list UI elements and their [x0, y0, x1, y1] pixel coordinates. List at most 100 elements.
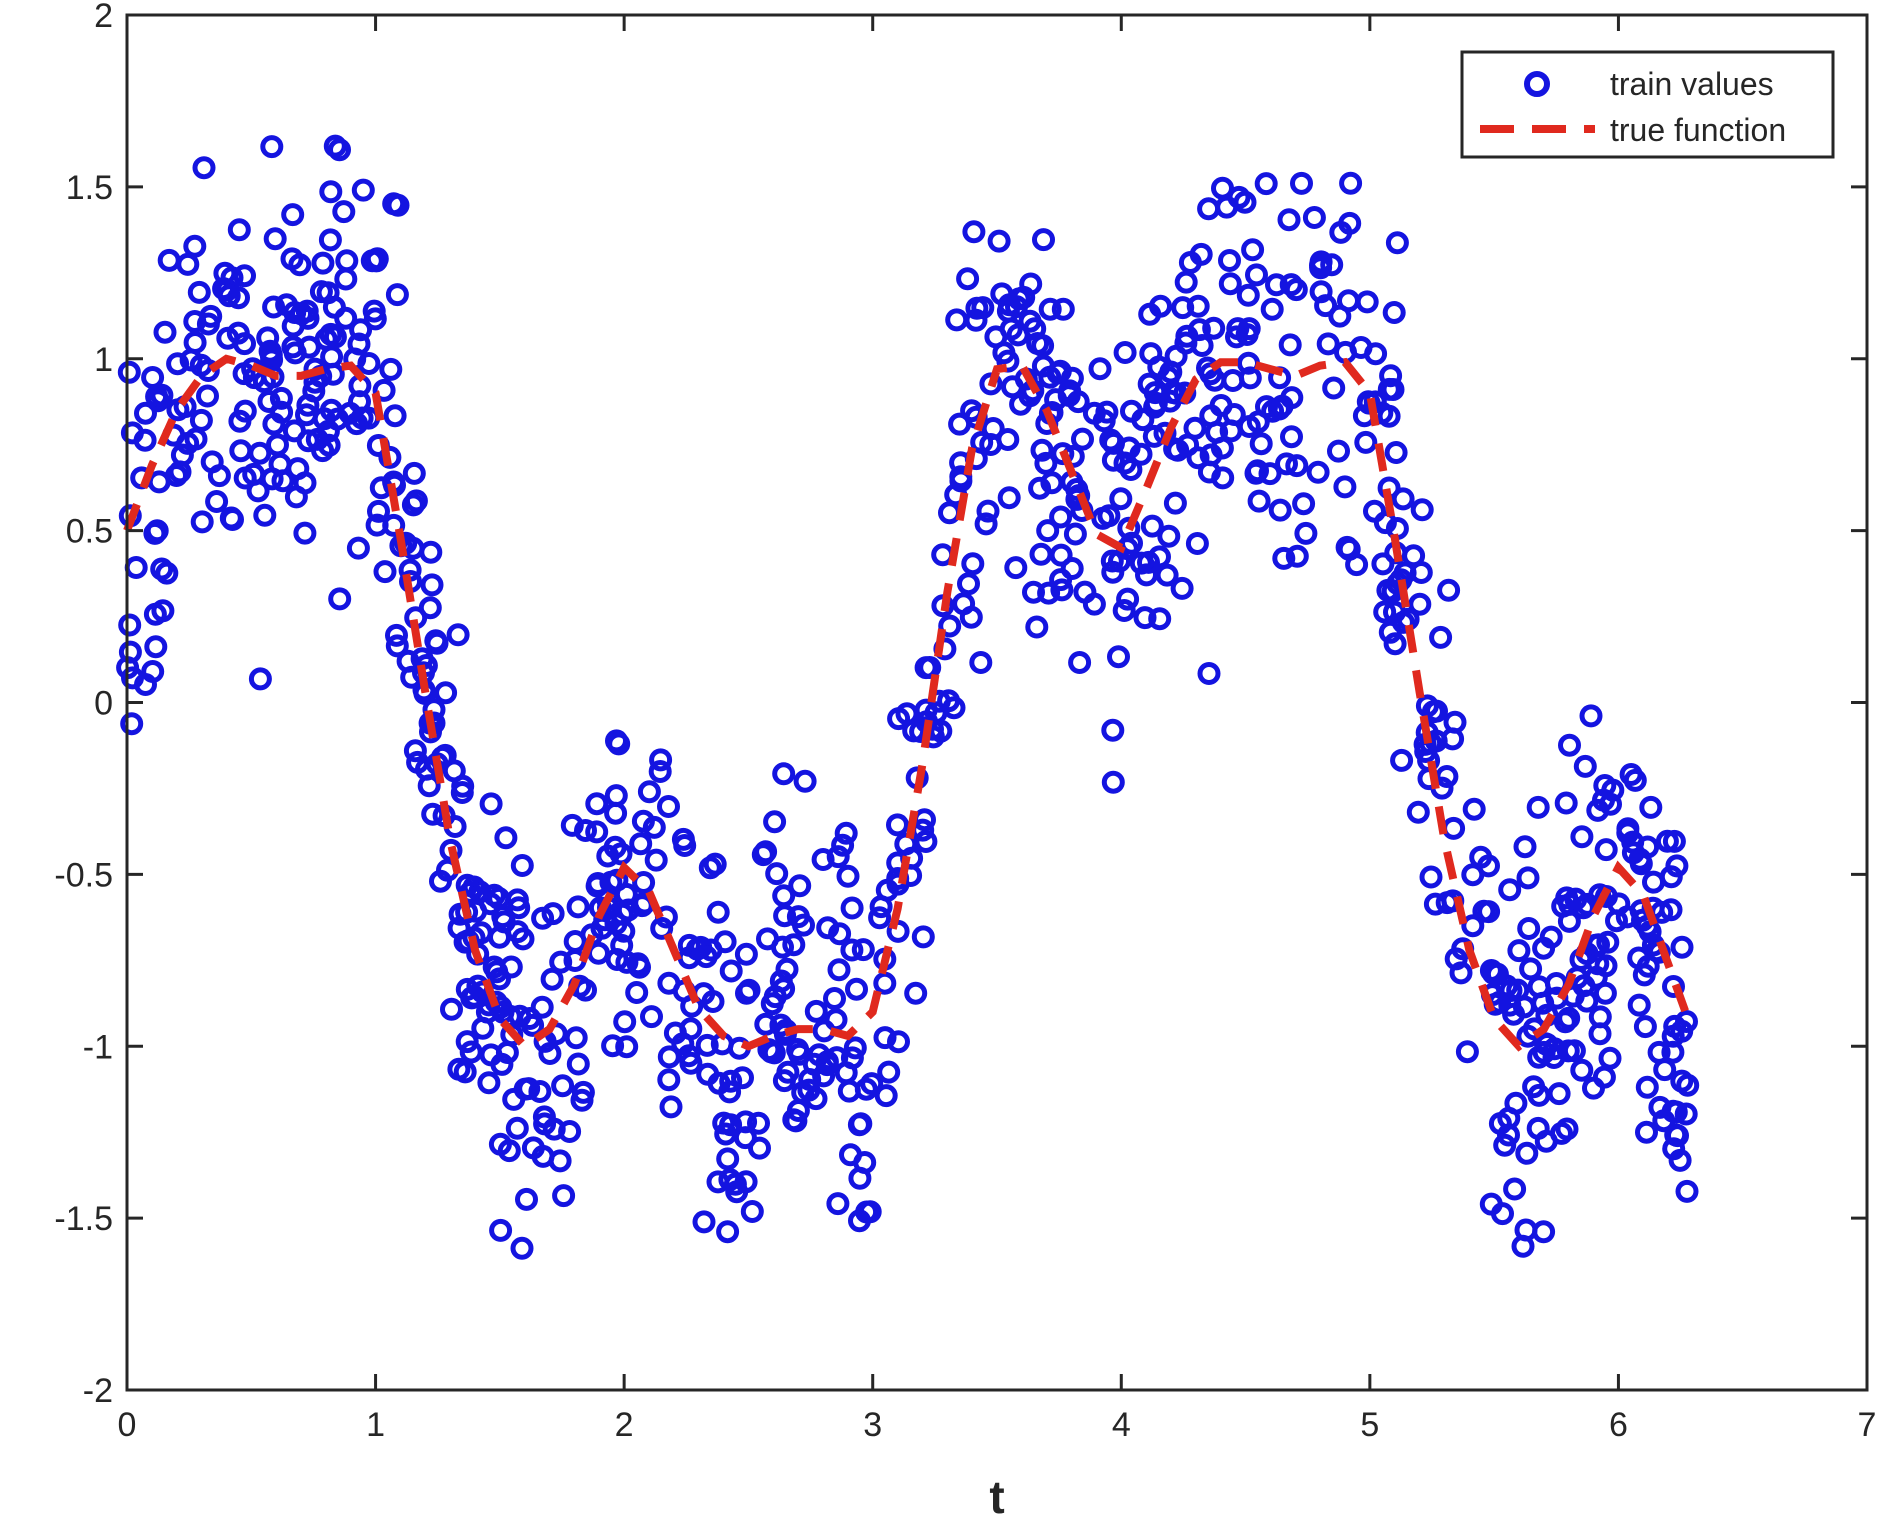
train-point [1051, 297, 1075, 321]
train-point [887, 707, 911, 731]
train-point [564, 1026, 588, 1050]
train-point [613, 1010, 637, 1034]
x-tick-label: 3 [863, 1406, 882, 1444]
train-point [964, 308, 988, 332]
train-point [1429, 625, 1453, 649]
train-point [712, 1111, 736, 1135]
train-point [1373, 600, 1397, 624]
train-point [716, 1147, 740, 1171]
train-point [1116, 587, 1140, 611]
train-point [962, 220, 986, 244]
train-point [1185, 532, 1209, 555]
train-point [974, 512, 998, 536]
train-point [834, 821, 858, 845]
train-point [121, 666, 144, 690]
train-point [996, 428, 1020, 451]
y-tick-label: 1 [94, 341, 113, 379]
train-point [434, 681, 458, 705]
train-point [938, 614, 962, 638]
train-point [505, 1116, 529, 1140]
train-point [692, 1210, 716, 1234]
train-point [1557, 1006, 1581, 1030]
train-point [1550, 1121, 1573, 1145]
train-point [1284, 278, 1308, 302]
train-point [1322, 376, 1346, 400]
train-point [860, 1072, 884, 1096]
train-point [614, 882, 638, 906]
train-point [1107, 645, 1130, 669]
train-point [1661, 1040, 1685, 1064]
train-point [404, 489, 428, 513]
train-point [1410, 498, 1434, 522]
train-point [506, 920, 530, 944]
train-point [134, 401, 157, 425]
train-point [887, 1030, 910, 1054]
train-point [1327, 439, 1350, 463]
train-point [406, 750, 430, 774]
train-point [1155, 563, 1179, 587]
train-point [1249, 432, 1273, 456]
train-point [1601, 778, 1625, 802]
train-point [679, 1051, 703, 1075]
train-point [379, 357, 403, 381]
train-point [540, 967, 564, 991]
train-point [840, 896, 864, 920]
train-point [1219, 419, 1243, 443]
train-point [853, 1151, 877, 1174]
train-point [1120, 399, 1143, 423]
train-point [1050, 578, 1074, 602]
train-point [1379, 364, 1403, 388]
train-point [610, 933, 634, 957]
train-point [979, 372, 1003, 396]
train-point [347, 332, 371, 356]
train-point [1676, 1073, 1700, 1097]
train-point [601, 1034, 625, 1058]
train-point [825, 1046, 849, 1070]
train-point [141, 366, 165, 389]
train-point [632, 871, 656, 894]
train-point [1675, 1010, 1698, 1033]
train-point [455, 1030, 479, 1054]
train-point [1584, 965, 1608, 989]
train-point [585, 792, 609, 816]
train-point [262, 295, 286, 319]
train-point [628, 955, 651, 979]
train-point [382, 192, 406, 216]
legend-box [1460, 50, 1835, 159]
train-point [1391, 487, 1415, 511]
train-point [1082, 592, 1106, 616]
train-point [1065, 478, 1089, 501]
train-point [649, 748, 673, 772]
train-point [219, 506, 243, 530]
train-point [422, 698, 446, 722]
train-point [929, 719, 953, 743]
train-point [1328, 304, 1352, 328]
train-point [417, 774, 441, 798]
train-point [644, 848, 668, 872]
train-point [873, 1026, 897, 1050]
train-point [1051, 442, 1075, 466]
train-point [145, 519, 169, 543]
x-tick-label: 4 [1112, 1406, 1131, 1444]
train-point [490, 1052, 514, 1076]
train-point [585, 820, 609, 844]
train-point [1479, 1192, 1503, 1216]
train-point [1037, 581, 1061, 605]
train-point [607, 732, 631, 756]
legend-label-train-values: train values [1610, 66, 1774, 102]
train-point [1290, 171, 1313, 195]
train-point [1112, 599, 1136, 622]
train-point [699, 938, 723, 962]
train-point [826, 1192, 850, 1216]
train-point [314, 327, 338, 351]
train-point [1409, 561, 1433, 584]
train-point [1007, 287, 1031, 311]
train-point [1511, 1234, 1535, 1258]
train-point [475, 1000, 499, 1024]
train-point [1371, 552, 1395, 576]
train-point [956, 267, 980, 291]
train-point [1663, 1014, 1687, 1038]
train-point [1652, 1109, 1676, 1133]
train-point [446, 623, 470, 647]
